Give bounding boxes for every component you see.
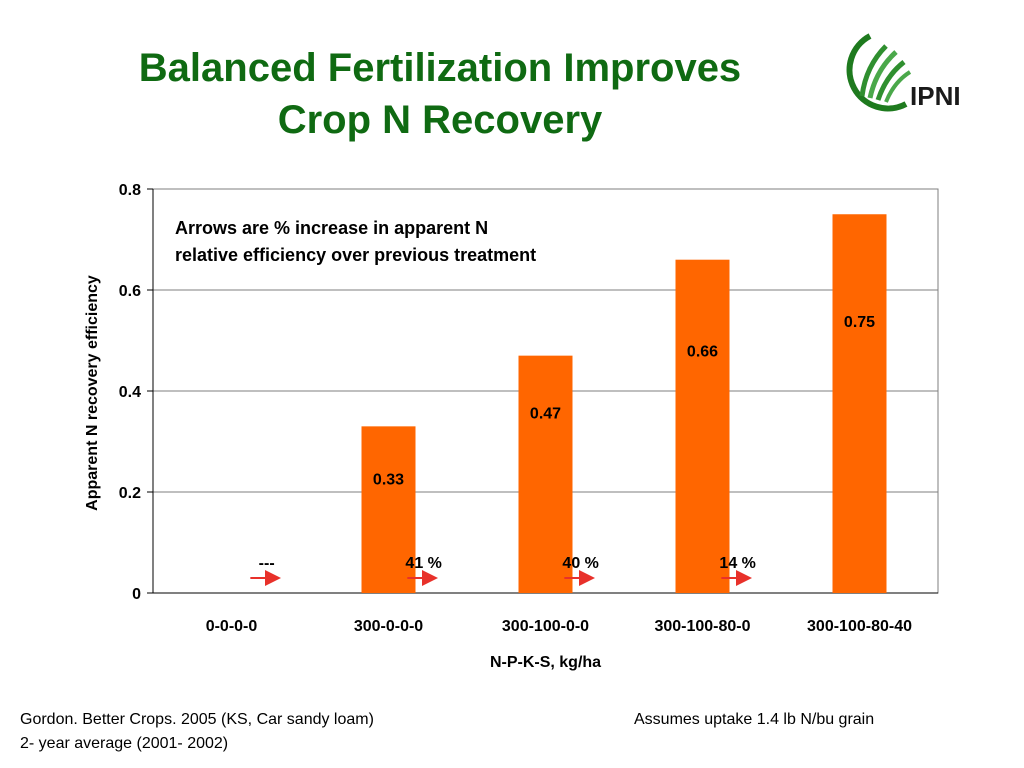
bar	[675, 259, 730, 593]
data-label: 0.75	[844, 314, 875, 331]
y-axis-title: Apparent N recovery efficiency	[84, 275, 101, 511]
y-tick-label: 0.8	[119, 182, 141, 199]
arrow-label: 41 %	[405, 555, 441, 572]
footer-note: Assumes uptake 1.4 lb N/bu grain	[634, 711, 875, 728]
data-label: 0.47	[530, 406, 561, 423]
title-line-2: Crop N Recovery	[277, 98, 603, 142]
footer-source-line-2: 2- year average (2001- 2002)	[20, 735, 229, 752]
y-tick-label: 0	[132, 586, 141, 603]
bar	[361, 426, 416, 593]
bar-chart: 0 0.2 0.4 0.6 0.8 0-0-0-0 0.33 300-0-0-0 0.47 300…	[84, 182, 939, 671]
bar	[832, 214, 887, 593]
data-label: 0.66	[687, 343, 718, 360]
x-tick-label: 300-0-0-0	[354, 618, 423, 635]
x-tick-label: 0-0-0-0	[206, 618, 258, 635]
x-tick-label: 300-100-0-0	[502, 618, 589, 635]
leaf-icon	[846, 33, 912, 112]
slide-title: Balanced Fertilization Improves Crop N R…	[60, 42, 820, 146]
data-label: 0.33	[373, 472, 404, 489]
bar	[518, 355, 573, 593]
annotation-line-1: Arrows are % increase in apparent N	[175, 218, 488, 238]
x-axis-title: N-P-K-S, kg/ha	[490, 654, 601, 671]
ipni-logo: IPNI	[846, 33, 961, 112]
arrow-label: ---	[259, 555, 275, 572]
arrow-label: 40 %	[562, 555, 598, 572]
y-tick-label: 0.6	[119, 283, 141, 300]
arrow-label: 14 %	[719, 555, 755, 572]
footer-source-line-1: Gordon. Better Crops. 2005 (KS, Car sand…	[20, 711, 374, 728]
footer-source: Gordon. Better Crops. 2005 (KS, Car sand…	[20, 708, 374, 756]
y-tick-label: 0.4	[119, 384, 141, 401]
x-tick-label: 300-100-80-0	[654, 618, 750, 635]
x-tick-label: 300-100-80-40	[807, 618, 912, 635]
title-line-1: Balanced Fertilization Improves	[138, 46, 742, 90]
logo-text: IPNI	[910, 81, 961, 111]
y-tick-label: 0.2	[119, 485, 141, 502]
annotation-line-2: relative efficiency over previous treatm…	[175, 245, 536, 265]
